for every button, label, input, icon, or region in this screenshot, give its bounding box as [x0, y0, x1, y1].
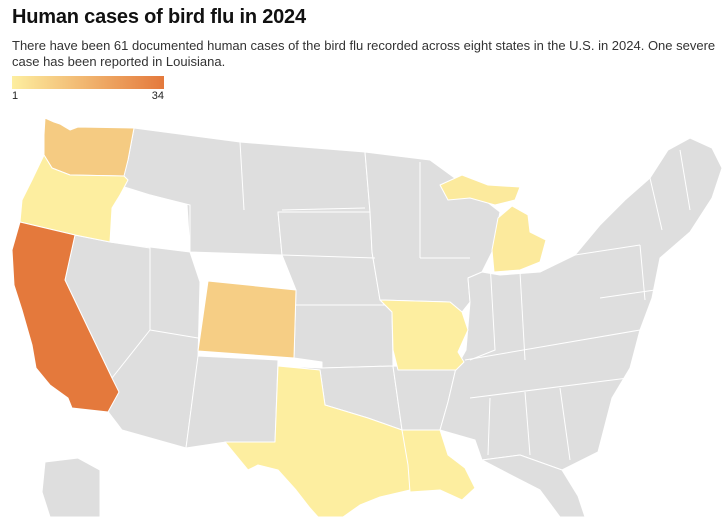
state-texas[interactable]: [224, 365, 411, 517]
state-oregon[interactable]: [19, 154, 129, 243]
chart-subtitle: There have been 61 documented human case…: [12, 38, 716, 69]
state-border-lines: [109, 141, 691, 461]
state-louisiana[interactable]: [401, 429, 476, 501]
us-map: [0, 100, 728, 517]
state-florida[interactable]: [481, 454, 586, 517]
state-alaska-edge[interactable]: [41, 457, 101, 517]
state-colorado[interactable]: [197, 280, 297, 359]
legend-gradient-bar: [12, 76, 164, 89]
state-michigan[interactable]: [491, 205, 547, 273]
case-states: [11, 117, 547, 517]
state-missouri[interactable]: [379, 299, 469, 371]
legend-max-label: 34: [151, 90, 164, 102]
us-map-svg: [11, 117, 723, 517]
state-california[interactable]: [11, 221, 120, 413]
state-eastern-states[interactable]: [439, 137, 723, 471]
state-michigan-upper-peninsula[interactable]: [439, 174, 521, 206]
legend-min-label: 1: [12, 90, 19, 102]
state-new-mexico[interactable]: [185, 355, 279, 449]
chart-title: Human cases of bird flu in 2024: [12, 6, 306, 28]
color-legend: 1 34: [12, 76, 164, 104]
state-washington[interactable]: [43, 117, 135, 177]
no-case-states: [41, 127, 723, 517]
